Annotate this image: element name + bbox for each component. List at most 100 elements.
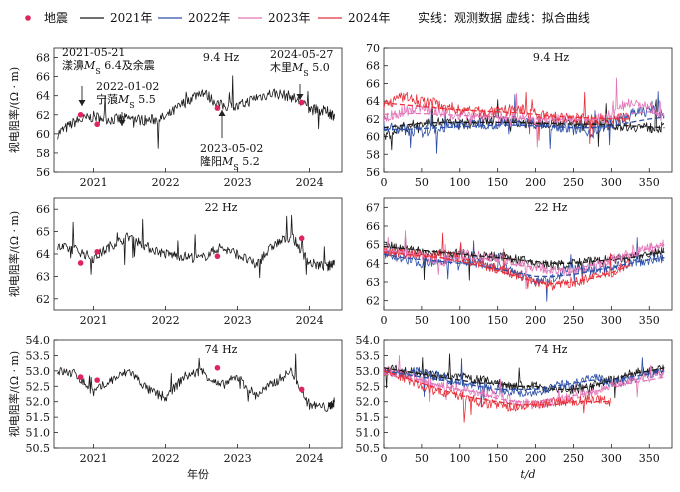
- x-axis-label: 年份: [187, 467, 209, 481]
- y-tick-label: 51.5: [26, 411, 51, 424]
- y-tick-label: 53.5: [26, 349, 51, 362]
- x-tick-label: 350: [639, 176, 660, 189]
- x-tick-label: 0: [381, 176, 388, 189]
- y-tick-label: 62: [366, 113, 380, 126]
- legend-label: 地震: [44, 11, 68, 25]
- y-tick-label: 58: [366, 148, 380, 161]
- annotation-arrowhead: [78, 100, 86, 106]
- y-tick-label: 66: [366, 220, 380, 233]
- earthquake-marker: [94, 377, 100, 383]
- panel-5: 62 63 64 65 66 67 0 50 100 150 200 250 300 350 22 Hz: [366, 197, 673, 327]
- earthquake-marker: [214, 105, 221, 111]
- x-tick-label: 200: [525, 176, 546, 189]
- series-line-1: [384, 234, 665, 281]
- y-axis-label: 视电阻率/(Ω · m): [7, 211, 21, 297]
- y-tick-label: 68: [366, 60, 380, 73]
- x-tick-label: 2021: [80, 314, 108, 327]
- x-tick-label: 150: [487, 176, 508, 189]
- x-axis-label: t/d: [520, 468, 535, 481]
- y-tick-label: 53.0: [356, 365, 381, 378]
- y-tick-label: 67: [366, 201, 380, 214]
- plot-frame: [383, 47, 673, 173]
- legend-label: 2023年: [268, 11, 311, 25]
- earthquake-marker: [298, 99, 305, 106]
- y-tick-label: 51.0: [356, 427, 381, 440]
- x-tick-label: 50: [415, 176, 429, 189]
- x-tick-label: 150: [487, 452, 508, 465]
- annotation-date: 2021-05-21: [62, 46, 125, 59]
- x-tick-label: 250: [563, 452, 584, 465]
- x-tick-label: 0: [381, 452, 388, 465]
- y-tick-label: 52.5: [26, 380, 51, 393]
- legend-label: 2021年: [110, 11, 153, 25]
- y-tick-label: 52.5: [356, 380, 381, 393]
- annotation-date: 2022-01-02: [96, 80, 159, 93]
- y-tick-label: 62: [36, 293, 50, 306]
- earthquake-marker: [214, 364, 221, 371]
- y-tick-label: 53.5: [356, 349, 381, 362]
- earthquake-marker: [298, 235, 305, 242]
- y-tick-label: 52.0: [356, 396, 381, 409]
- earthquake-marker: [214, 253, 221, 260]
- x-tick-label: 0: [381, 314, 388, 327]
- y-tick-label: 60: [366, 131, 380, 144]
- y-tick-label: 64: [366, 257, 380, 270]
- x-tick-label: 2022: [152, 452, 180, 465]
- y-tick-label: 51.5: [356, 411, 381, 424]
- plot-frame: [53, 339, 343, 449]
- panel-title: 74 Hz: [205, 343, 238, 356]
- panel-2: 62 63 64 65 66 2021 2022 2023 2024 22 Hz 视电阻率/(Ω ·…: [7, 197, 343, 327]
- y-tick-label: 64: [366, 95, 380, 108]
- legend-item-3: 2022年: [158, 11, 231, 25]
- x-tick-label: 2023: [224, 314, 252, 327]
- plot-frame: [53, 47, 343, 173]
- x-tick-label: 300: [601, 314, 622, 327]
- y-tick-label: 65: [36, 226, 50, 239]
- x-tick-label: 2021: [80, 176, 108, 189]
- earthquake-marker: [298, 386, 305, 393]
- x-tick-label: 100: [449, 176, 470, 189]
- annotation-arrowhead: [296, 94, 304, 100]
- x-tick-label: 150: [487, 314, 508, 327]
- series-line-4: [384, 369, 611, 423]
- plot-area: [384, 77, 665, 154]
- legend-item-2: 2021年: [80, 11, 153, 25]
- y-tick-label: 56: [366, 166, 380, 179]
- annotation-event: 木里MS 5.0: [270, 61, 330, 78]
- x-tick-label: 250: [563, 176, 584, 189]
- x-tick-label: 250: [563, 314, 584, 327]
- panel-title: 22 Hz: [535, 201, 568, 214]
- y-axis-label: 视电阻率/(Ω · m): [7, 67, 21, 153]
- x-tick-label: 2023: [224, 176, 252, 189]
- y-tick-label: 53.0: [26, 365, 51, 378]
- panel-title: 9.4 Hz: [533, 51, 570, 64]
- annotation-date: 2023-05-02: [200, 142, 263, 155]
- legend-item-4: 2023年: [238, 11, 311, 25]
- x-tick-label: 2024: [296, 452, 324, 465]
- legend-label: 2022年: [188, 11, 231, 25]
- annotation-event: 隆阳MS 5.2: [200, 154, 260, 172]
- series-line-1: [57, 75, 335, 149]
- earthquake-marker: [77, 111, 84, 118]
- series-line-3: [384, 77, 665, 148]
- y-tick-label: 62: [366, 295, 380, 308]
- series-line-1: [384, 353, 665, 399]
- series-line-4: [384, 91, 630, 145]
- y-tick-label: 63: [366, 276, 380, 289]
- legend-item-1: 地震: [25, 11, 68, 25]
- x-tick-label: 350: [639, 452, 660, 465]
- y-tick-label: 66: [36, 203, 50, 216]
- x-tick-label: 50: [415, 314, 429, 327]
- earthquake-marker: [94, 248, 100, 255]
- y-tick-label: 60: [36, 128, 50, 141]
- plot-frame: [383, 339, 673, 449]
- panel-6: 50.5 51.0 51.5 52.0 52.5 53.0 53.5 54.0 0 50 100 15…: [356, 334, 673, 481]
- panel-title: 74 Hz: [535, 343, 568, 356]
- y-tick-label: 63: [36, 270, 50, 283]
- earthquake-marker: [77, 374, 84, 380]
- fit-line-4: [384, 370, 612, 406]
- plot-area: [384, 230, 665, 302]
- x-tick-label: 2021: [80, 452, 108, 465]
- annotation-arrowhead: [218, 110, 226, 116]
